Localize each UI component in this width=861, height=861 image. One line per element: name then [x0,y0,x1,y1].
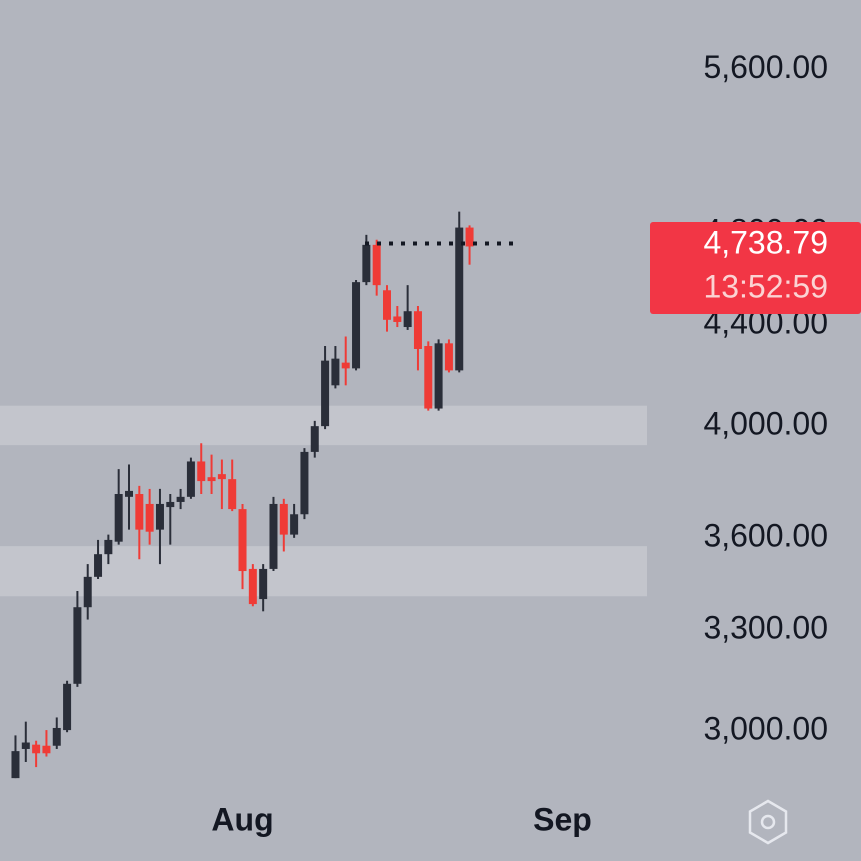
candle-body [104,539,113,555]
candle-body [186,461,195,497]
icon-circle [760,814,776,830]
y-tick-label: 3,000.00 [703,711,828,747]
x-tick-label: Aug [211,801,273,837]
candle-body [290,514,299,535]
candle-body [207,477,216,482]
candle-body [73,607,82,684]
countdown: 13:52:59 [703,268,828,304]
candle-body [11,751,20,779]
candle-body [413,311,422,349]
candle-body [248,568,257,605]
candle-body [434,343,443,409]
price-label: 4,738.79 [703,224,828,260]
candle-body [393,316,402,322]
y-tick-label: 5,600.00 [703,49,828,85]
candle-body [238,509,247,572]
candle-body [300,451,309,515]
y-tick-label: 3,600.00 [703,517,828,553]
candle-body [403,311,412,328]
candle-body [135,494,144,530]
candle-body [83,576,92,608]
candle-body [166,501,175,508]
candle-body [52,727,61,746]
candle-body [444,343,453,371]
candle-body [197,461,206,482]
plot: 3,000.003,300.003,600.004,000.004,400.00… [0,49,861,837]
candle-body [321,360,330,427]
y-tick-label: 3,300.00 [703,610,828,646]
candle-body [63,683,72,731]
candle-body [383,290,391,320]
candle-body [455,227,464,371]
price-box [650,222,861,314]
candle-body [155,503,164,530]
candle-body [94,554,103,577]
candle-body [310,426,319,452]
candle-body [21,742,30,749]
candle-body [217,474,226,480]
candle-body [352,282,361,369]
candle-body [279,503,288,535]
candle-body [269,503,278,569]
candle-body [145,503,154,532]
candle-body [341,362,350,369]
candle-body [32,744,41,754]
candle-body [372,244,381,286]
hexagon-icon[interactable] [748,799,788,845]
candle-body [176,496,185,502]
x-tick-label: Sep [533,801,592,837]
candle-body [331,358,340,386]
candle-body [228,479,237,510]
candle-body [259,568,268,600]
candle-body [465,227,474,247]
candle-body [362,244,371,283]
candle-body [424,346,433,409]
candle-body [114,494,123,542]
candle-body [125,490,133,497]
candle-body [42,745,51,754]
y-tick-label: 4,000.00 [703,406,828,442]
settings-button[interactable] [748,799,788,845]
